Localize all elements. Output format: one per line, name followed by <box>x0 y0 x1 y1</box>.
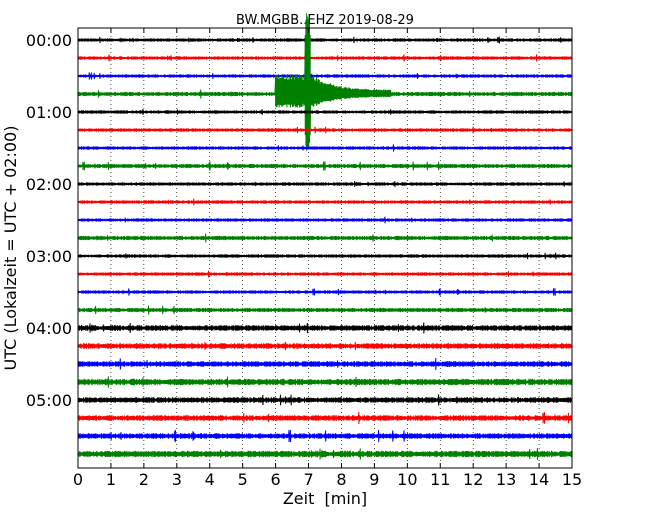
x-tick-label: 4 <box>205 470 215 489</box>
trace-0230 <box>77 216 573 224</box>
y-tick-label: 03:00 <box>26 247 72 266</box>
trace-0415 <box>77 341 573 351</box>
axis-ticks <box>77 28 573 468</box>
x-tick-label: 1 <box>106 470 116 489</box>
trace-0515 <box>77 411 573 425</box>
traces <box>77 13 573 460</box>
x-tick-label: 14 <box>529 470 549 489</box>
y-tick-label: 04:00 <box>26 319 72 338</box>
x-tick-label: 15 <box>562 470 582 489</box>
trace-0500 <box>77 394 573 406</box>
x-tick-label: 0 <box>73 470 83 489</box>
x-tick-label: 12 <box>463 470 483 489</box>
x-tick-label: 2 <box>139 470 149 489</box>
y-tick-label: 01:00 <box>26 103 72 122</box>
y-tick-labels: 00:00 01:00 02:00 03:00 04:00 05:00 <box>26 31 72 410</box>
x-tick-label: 8 <box>336 470 346 489</box>
x-tick-label: 7 <box>303 470 313 489</box>
trace-0245 <box>77 233 573 243</box>
trace-0015 <box>77 54 573 62</box>
trace-0030 <box>77 72 573 80</box>
trace-0145 <box>77 161 573 171</box>
x-tick-labels: 0 1 2 3 4 5 6 7 8 9 10 11 12 13 14 15 <box>73 470 582 489</box>
y-tick-label: 02:00 <box>26 175 72 194</box>
trace-0100 <box>77 109 573 115</box>
trace-0345 <box>77 305 573 315</box>
trace-0130 <box>77 144 573 152</box>
trace-0215 <box>77 198 573 206</box>
trace-0545 <box>77 448 573 460</box>
trace-0330 <box>77 288 573 296</box>
trace-0045 <box>77 13 573 151</box>
x-tick-label: 10 <box>397 470 417 489</box>
trace-0530 <box>77 429 573 443</box>
trace-0200 <box>77 180 573 188</box>
trace-0445 <box>77 376 573 388</box>
trace-0000 <box>77 36 573 44</box>
grid <box>110 28 540 468</box>
trace-0300 <box>77 252 573 260</box>
x-tick-label: 3 <box>172 470 182 489</box>
y-tick-label: 00:00 <box>26 31 72 50</box>
x-tick-label: 9 <box>369 470 379 489</box>
trace-0430 <box>77 358 573 370</box>
trace-0315 <box>77 270 573 278</box>
trace-0400 <box>77 322 573 334</box>
x-tick-label: 5 <box>238 470 248 489</box>
y-axis-label: UTC (Lokalzeit = UTC + 02:00) <box>1 126 20 371</box>
chart-title: BW.MGBB..EHZ 2019-08-29 <box>236 13 414 28</box>
x-tick-label: 13 <box>496 470 516 489</box>
y-tick-label: 05:00 <box>26 391 72 410</box>
x-tick-label: 6 <box>271 470 281 489</box>
trace-0115 <box>77 126 573 134</box>
x-tick-label: 11 <box>430 470 450 489</box>
plot-frame <box>77 27 573 469</box>
x-axis-label: Zeit [min] <box>283 489 367 508</box>
